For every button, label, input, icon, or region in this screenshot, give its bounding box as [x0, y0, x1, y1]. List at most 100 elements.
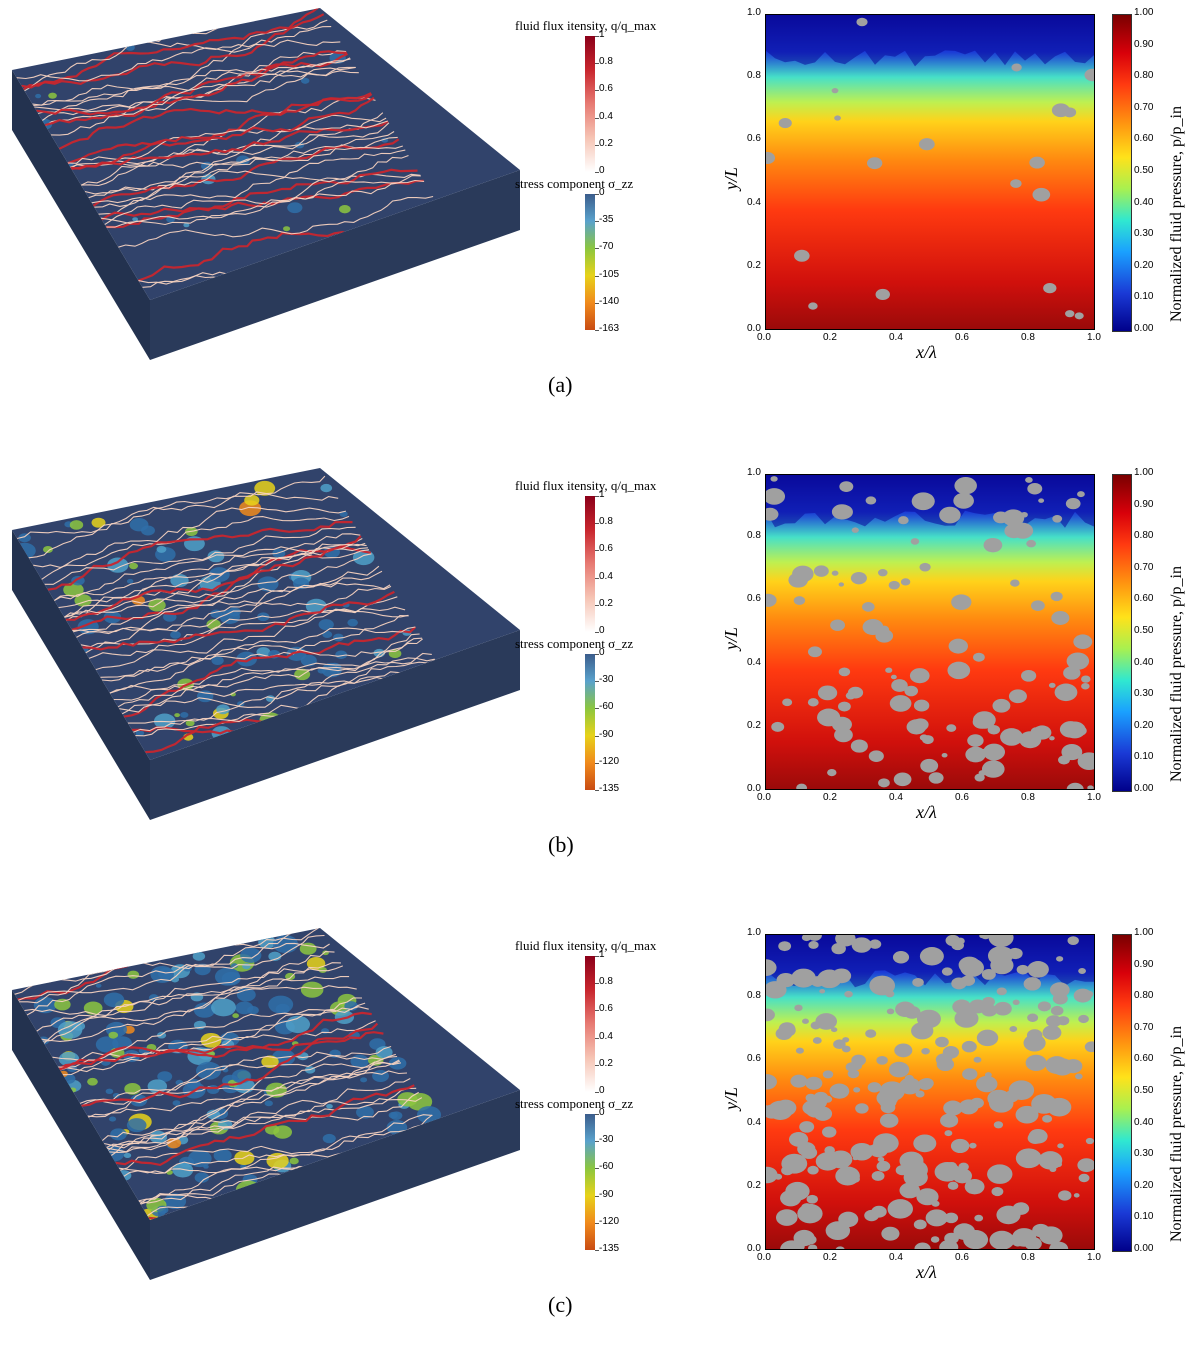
map-y-tick: 0.6 [747, 133, 761, 145]
colorbar-tick: 0.90 [1134, 38, 1154, 50]
colorbar-tick: 0.70 [1134, 101, 1154, 113]
flux-legend-tick-mark [595, 577, 599, 579]
stress-legend-tick: -163 [599, 323, 620, 334]
map-y-tick: 0.0 [747, 783, 761, 794]
slab-top-face [12, 8, 520, 300]
slab-right-face [150, 630, 520, 820]
stress-legend-tick: 0 [599, 647, 605, 658]
stress-legend-tick-mark [595, 790, 599, 791]
map-y-tick: 0.4 [747, 196, 761, 208]
slab-3d-view [12, 468, 520, 820]
stress-legend-bar [585, 654, 595, 790]
colorbar-tick: 0.30 [1134, 688, 1154, 700]
map-x-tick: 0.0 [757, 792, 771, 803]
flux-legend-tick-mark [595, 1064, 599, 1066]
stress-legend-tick: -105 [599, 268, 620, 280]
panel-caption: (c) [548, 1292, 573, 1317]
flux-legend-tick: 0.8 [599, 56, 613, 68]
map-x-tick: 0.4 [889, 792, 903, 803]
stress-legend-tick-mark [595, 735, 599, 737]
colorbar-tick: 0.20 [1134, 719, 1154, 731]
flux-legend-tick-mark [595, 90, 599, 92]
flux-legend-tick: 1 [599, 29, 605, 40]
stress-legend-tick-mark [595, 1168, 599, 1170]
stress-legend-tick: -90 [599, 728, 614, 740]
flux-legend-tick-mark [595, 604, 599, 606]
flux-legend-tick: 0.6 [599, 1003, 613, 1015]
flux-legend-tick: 0 [599, 625, 605, 636]
stress-legend-tick-mark [595, 708, 599, 710]
flux-legend-tick-mark [595, 1092, 599, 1093]
flux-legend-tick-mark [595, 550, 599, 552]
stress-legend-tick-mark [595, 194, 599, 195]
panel-caption: (b) [548, 832, 574, 857]
stress-legend-tick: -60 [599, 701, 614, 713]
map-y-label: y/L [721, 166, 741, 190]
colorbar-tick: 1.00 [1134, 7, 1154, 18]
map-x-tick: 0.2 [823, 332, 837, 343]
flux-legend: fluid flux itensity, q/q_max 1 0.8 0.6 0.4 0.… [515, 478, 705, 654]
panel-caption: (a) [548, 372, 573, 397]
colorbar-title: Normalized fluid pressure, p/p_in [1168, 1026, 1185, 1242]
map-x-tick: 0.6 [955, 332, 969, 343]
stress-legend-tick: -135 [599, 783, 620, 794]
colorbar-tick: 0.10 [1134, 291, 1154, 303]
colorbar-tick: 0.00 [1134, 783, 1154, 794]
pressure-map [765, 934, 1095, 1250]
colorbar-tick: 0.70 [1134, 1021, 1154, 1033]
stress-legend-tick: -140 [599, 295, 620, 307]
flux-legend-bar [585, 496, 595, 632]
stress-legend-tick-mark [595, 1222, 599, 1224]
colorbar-tick: 0.00 [1134, 1243, 1154, 1254]
flux-legend-tick: 0.4 [599, 1030, 613, 1042]
map-x-tick: 0.0 [757, 1252, 771, 1263]
colorbar-tick: 0.30 [1134, 228, 1154, 240]
flux-legend-tick-mark [595, 496, 599, 497]
flux-legend-tick-mark [595, 36, 599, 37]
flux-legend-tick: 1 [599, 949, 605, 960]
map-y-tick: 0.6 [747, 593, 761, 605]
panel-2: fluid flux itensity, q/q_max 1 0.8 0.6 0.4 0.… [0, 920, 1192, 1350]
flux-legend-tick: 0 [599, 1085, 605, 1096]
colorbar-title: Normalized fluid pressure, p/p_in [1168, 106, 1185, 322]
colorbar-tick: 0.00 [1134, 323, 1154, 334]
flux-legend-tick-mark [595, 144, 599, 146]
stress-legend-tick: -120 [599, 1215, 620, 1227]
map-y-tick: 0.6 [747, 1053, 761, 1065]
flux-legend-tick-mark [595, 1037, 599, 1039]
flux-legend-tick-mark [595, 983, 599, 985]
stress-legend-tick: -30 [599, 1134, 614, 1146]
map-y-tick: 0.4 [747, 656, 761, 668]
flux-legend-tick-mark [595, 956, 599, 957]
map-y-tick: 0.2 [747, 719, 761, 731]
colorbar-tick: 0.40 [1134, 1116, 1154, 1128]
slab-right-face [150, 1090, 520, 1280]
stress-legend-tick-mark [595, 330, 599, 331]
colorbar-tick: 0.70 [1134, 561, 1154, 573]
colorbar-tick: 0.90 [1134, 498, 1154, 510]
flux-legend: fluid flux itensity, q/q_max 1 0.8 0.6 0.4 0.… [515, 938, 705, 1114]
map-y-tick: 0.4 [747, 1116, 761, 1128]
map-x-tick: 1.0 [1087, 332, 1101, 343]
map-y-tick: 0.8 [747, 530, 761, 542]
stress-legend-tick: -135 [599, 1243, 620, 1254]
map-y-label: y/L [721, 1086, 741, 1110]
colorbar-tick: 0.50 [1134, 625, 1154, 636]
stress-legend-tick: -120 [599, 755, 620, 767]
flux-legend-tick-mark [595, 172, 599, 173]
colorbar-tick: 0.20 [1134, 259, 1154, 271]
slab-left-face [12, 70, 150, 360]
slab-3d-view [12, 928, 520, 1280]
flux-legend-tick: 0.8 [599, 516, 613, 528]
stress-legend-bar [585, 194, 595, 330]
map-y-tick: 1.0 [747, 467, 761, 478]
stress-legend-title: stress component σ_zz [515, 1096, 634, 1111]
flux-legend-tick-mark [595, 63, 599, 65]
stress-legend-tick-mark [595, 1114, 599, 1115]
colorbar-tick: 0.80 [1134, 530, 1154, 542]
flux-legend-bar [585, 956, 595, 1092]
map-x-tick: 1.0 [1087, 1252, 1101, 1263]
flux-legend-tick: 0.4 [599, 110, 613, 122]
map-x-tick: 0.6 [955, 792, 969, 803]
colorbar-tick: 0.40 [1134, 656, 1154, 668]
